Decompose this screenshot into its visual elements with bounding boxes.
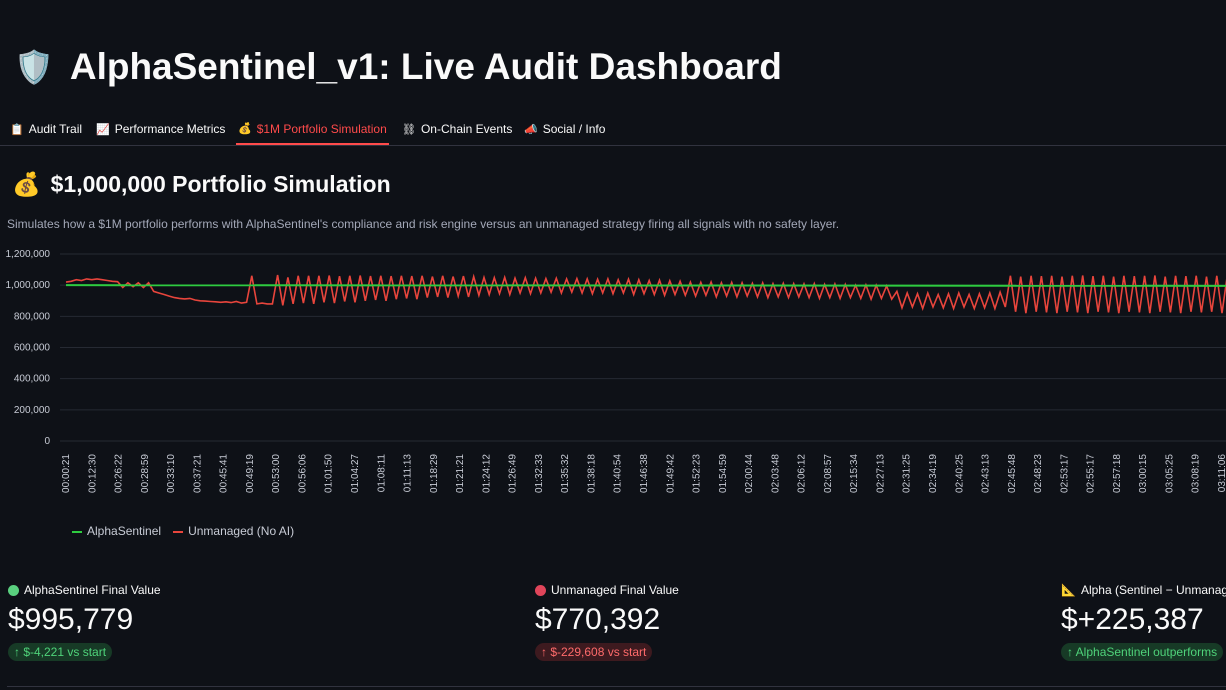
x-tick-label: 02:53:17 (1059, 454, 1070, 493)
x-tick-label: 00:56:06 (297, 454, 308, 493)
tab-1m-portfolio-simulation[interactable]: 💰 $1M Portfolio Simulation (236, 114, 389, 145)
tab-label: Social / Info (542, 122, 606, 136)
alpha-sentinel-line (65, 284, 1226, 287)
y-tick-label: 1,000,000 (6, 280, 51, 291)
x-tick-label: 02:00:44 (744, 454, 755, 493)
x-tick-label: 00:26:22 (114, 454, 125, 493)
metric-label: Unmanaged Final Value (551, 583, 679, 597)
tab-label: Performance Metrics (114, 122, 226, 136)
y-tick-label: 800,000 (14, 311, 51, 322)
red-circle-icon (535, 584, 546, 596)
x-tick-label: 00:12:30 (87, 454, 98, 493)
unmanaged-line (65, 273, 1226, 314)
metric-alpha-final: AlphaSentinel Final Value $995,779 ↑ $-4… (8, 583, 161, 661)
x-tick-label: 02:08:57 (823, 454, 834, 493)
x-tick-label: 01:35:32 (560, 454, 571, 493)
x-tick-label: 01:18:29 (429, 454, 440, 493)
section-title: 💰 $1,000,000 Portfolio Simulation (12, 171, 391, 198)
x-tick-label: 03:11:06 (1217, 454, 1226, 493)
megaphone-icon: 📣 (524, 123, 538, 136)
x-tick-label: 00:33:10 (166, 454, 177, 493)
triangle-ruler-icon: 📐 (1061, 583, 1076, 597)
x-tick-label: 02:31:25 (902, 454, 913, 493)
tab-social-info[interactable]: 📣 Social / Info (524, 114, 605, 144)
x-tick-label: 02:15:34 (849, 454, 860, 493)
shield-icon: 🛡️ (14, 49, 54, 85)
legend-item-unmanaged[interactable]: Unmanaged (No AI) (173, 524, 294, 538)
x-tick-label: 01:38:18 (586, 454, 597, 493)
divider (7, 686, 1226, 687)
page-title: 🛡️ AlphaSentinel_v1: Live Audit Dashboar… (14, 46, 782, 88)
x-tick-label: 01:52:23 (692, 454, 703, 493)
x-tick-label: 01:01:50 (324, 454, 335, 493)
chart-legend: AlphaSentinel Unmanaged (No AI) (72, 524, 294, 538)
metric-delta: ↑ $-4,221 vs start (8, 643, 113, 661)
green-circle-icon (8, 584, 19, 596)
tab-on-chain-events[interactable]: ⛓ On-Chain Events (402, 114, 512, 144)
x-tick-label: 02:34:19 (928, 454, 939, 493)
metric-value: $+225,387 (1061, 603, 1204, 636)
x-tick-label: 01:08:11 (376, 454, 387, 493)
y-tick-label: 0 (44, 436, 50, 447)
x-tick-label: 01:54:59 (718, 454, 729, 493)
x-tick-label: 02:43:13 (981, 454, 992, 493)
x-tick-label: 01:26:49 (508, 454, 519, 493)
x-tick-label: 00:53:00 (271, 454, 282, 493)
x-tick-label: 01:24:12 (481, 454, 492, 493)
x-tick-label: 01:40:54 (613, 454, 624, 493)
y-tick-label: 200,000 (14, 405, 51, 416)
x-tick-label: 01:04:27 (350, 454, 361, 493)
metric-label: AlphaSentinel Final Value (24, 583, 161, 597)
x-tick-label: 02:45:48 (1007, 454, 1018, 493)
x-tick-label: 00:28:59 (140, 454, 151, 493)
tab-performance-metrics[interactable]: 📈 Performance Metrics (96, 114, 225, 144)
x-tick-label: 02:06:12 (797, 454, 808, 493)
money-bag-icon: 💰 (12, 171, 41, 197)
x-tick-label: 00:49:19 (245, 454, 256, 493)
x-tick-label: 03:08:19 (1191, 454, 1202, 493)
y-tick-label: 400,000 (14, 374, 51, 385)
metric-alpha-diff: 📐Alpha (Sentinel − Unmanaged) $+225,387 … (1061, 583, 1226, 661)
metric-value: $995,779 (8, 603, 134, 636)
metric-delta: ↑ $-229,608 vs start (535, 643, 653, 661)
tab-label: Audit Trail (28, 122, 83, 136)
portfolio-line-chart: 0 200,000 400,000 600,000 800,000 1,000,000 1,… (6, 249, 1226, 493)
x-tick-label: 02:48:23 (1033, 454, 1044, 493)
x-tick-label: 00:37:21 (192, 454, 203, 493)
x-tick-label: 01:32:33 (534, 454, 545, 493)
y-tick-label: 1,200,000 (6, 249, 51, 260)
chart-icon: 📈 (96, 123, 110, 136)
x-tick-label: 02:57:18 (1112, 454, 1123, 493)
legend-label: Unmanaged (No AI) (188, 524, 295, 538)
x-tick-label: 02:40:25 (954, 454, 965, 493)
tab-label: On-Chain Events (420, 122, 513, 136)
metric-delta: ↑ AlphaSentinel outperforms (1061, 643, 1224, 661)
x-tick-label: 02:27:13 (875, 454, 886, 493)
x-tick-label: 01:46:38 (639, 454, 650, 493)
money-bag-icon: 💰 (238, 123, 252, 135)
section-title-text: $1,000,000 Portfolio Simulation (50, 171, 391, 197)
metric-label: Alpha (Sentinel − Unmanaged) (1080, 583, 1226, 597)
x-tick-label: 00:00:21 (61, 454, 72, 493)
legend-item-alpha[interactable]: AlphaSentinel (72, 524, 161, 538)
x-tick-label: 02:55:17 (1086, 454, 1097, 493)
chain-icon: ⛓ (402, 123, 416, 136)
x-tick-label: 01:21:21 (455, 454, 466, 493)
x-tick-label: 01:49:42 (665, 454, 676, 493)
metric-value: $770,392 (535, 603, 661, 636)
tab-bar: 📋 Audit Trail 📈 Performance Metrics 💰 $1M Por… (0, 114, 1226, 146)
x-tick-label: 00:45:41 (219, 454, 230, 493)
page-title-text: AlphaSentinel_v1: Live Audit Dashboard (69, 46, 782, 87)
x-tick-label: 03:00:15 (1138, 454, 1149, 493)
x-tick-label: 02:03:48 (770, 454, 781, 493)
x-tick-label: 01:11:13 (403, 454, 414, 493)
x-tick-label: 03:05:25 (1164, 454, 1175, 493)
tab-audit-trail[interactable]: 📋 Audit Trail (10, 114, 82, 144)
legend-label: AlphaSentinel (87, 524, 162, 538)
y-tick-label: 600,000 (14, 343, 51, 354)
section-caption: Simulates how a $1M portfolio performs w… (7, 217, 840, 231)
clipboard-icon: 📋 (10, 123, 24, 136)
tab-label: $1M Portfolio Simulation (256, 121, 387, 136)
metric-unmanaged-final: Unmanaged Final Value $770,392 ↑ $-229,6… (535, 583, 679, 661)
